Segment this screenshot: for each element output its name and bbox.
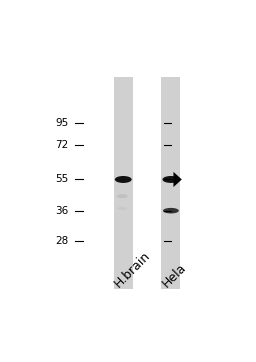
Text: 36: 36	[56, 206, 69, 216]
Text: 95: 95	[56, 118, 69, 128]
Polygon shape	[174, 172, 182, 187]
Text: 72: 72	[56, 140, 69, 150]
Text: H.brain: H.brain	[112, 249, 153, 290]
Bar	[162, 77, 180, 289]
Bar	[114, 77, 133, 289]
Ellipse shape	[117, 207, 127, 210]
Text: Hela: Hela	[160, 261, 189, 290]
Text: 55: 55	[56, 174, 69, 185]
Text: 28: 28	[56, 236, 69, 247]
Ellipse shape	[115, 176, 132, 183]
Ellipse shape	[117, 194, 128, 198]
Ellipse shape	[163, 208, 179, 214]
Ellipse shape	[163, 176, 179, 183]
